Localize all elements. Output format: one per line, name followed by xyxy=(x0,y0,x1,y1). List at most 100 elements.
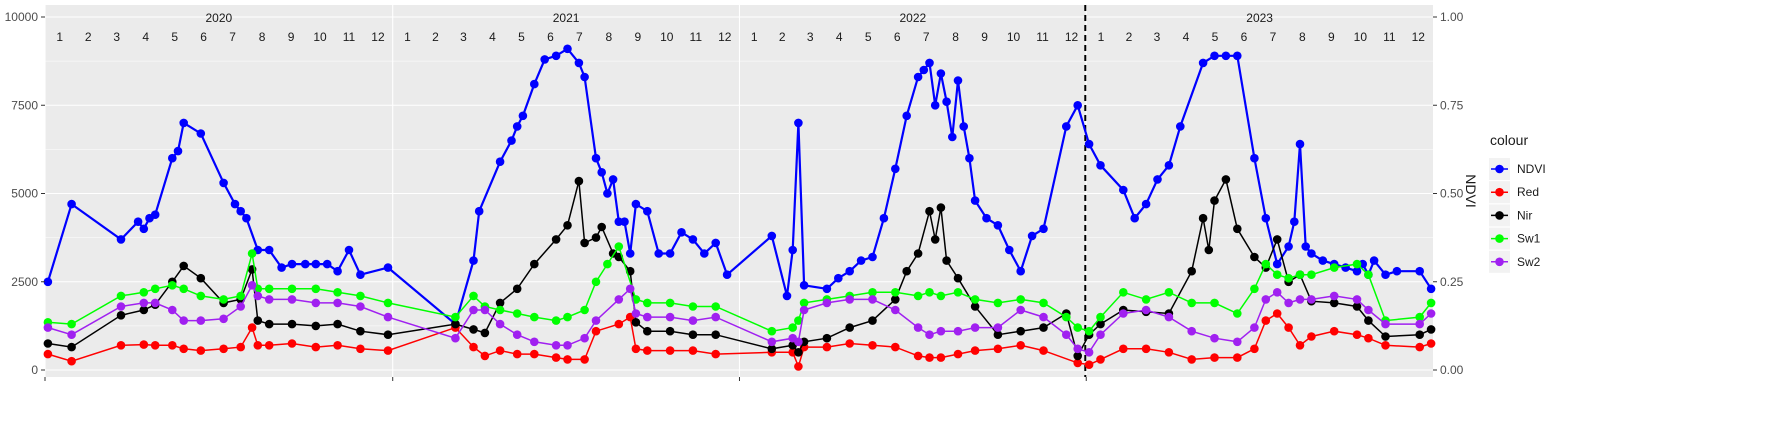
month-label: 3 xyxy=(807,30,814,44)
data-point xyxy=(150,210,160,219)
month-label: 2 xyxy=(85,30,92,44)
data-point xyxy=(1364,316,1373,325)
data-point xyxy=(1039,312,1048,322)
data-point xyxy=(1250,344,1259,354)
data-point xyxy=(1426,284,1436,294)
data-point xyxy=(1164,348,1174,357)
data-point xyxy=(1415,266,1424,276)
data-point xyxy=(1164,161,1174,170)
data-point xyxy=(311,321,321,331)
data-point xyxy=(936,326,946,336)
y-right-tick-label: 0.50 xyxy=(1440,187,1464,201)
month-label: 6 xyxy=(547,30,554,44)
data-point xyxy=(356,291,365,301)
grid-lines xyxy=(44,5,1433,377)
data-point xyxy=(168,341,177,350)
data-point xyxy=(469,305,478,315)
data-point xyxy=(551,341,561,350)
data-point xyxy=(711,312,720,322)
data-point xyxy=(1027,231,1037,241)
data-point xyxy=(264,319,274,329)
data-point xyxy=(1141,344,1151,354)
data-point xyxy=(794,118,803,128)
data-point xyxy=(879,213,889,223)
data-point xyxy=(333,341,342,350)
data-point xyxy=(845,266,854,276)
data-point xyxy=(236,302,245,311)
data-point xyxy=(1016,305,1025,315)
data-point xyxy=(1141,305,1151,315)
data-point xyxy=(891,164,900,174)
data-point xyxy=(344,245,354,255)
data-point xyxy=(822,342,832,352)
month-label: 11 xyxy=(1036,30,1049,44)
data-point xyxy=(230,199,240,209)
data-point xyxy=(913,72,923,82)
data-point xyxy=(1250,153,1259,163)
year-label: 2022 xyxy=(900,11,927,25)
legend-item: Nir xyxy=(1489,204,1532,227)
legend[interactable]: colour NDVI Red Nir Sw1 Sw2 xyxy=(1489,132,1546,273)
data-point xyxy=(788,323,797,332)
data-point xyxy=(936,353,946,362)
data-point xyxy=(688,302,698,311)
data-point xyxy=(1290,217,1299,226)
y-right-tick-label: 0.25 xyxy=(1440,275,1464,289)
data-point xyxy=(953,326,963,336)
data-point xyxy=(551,51,561,61)
data-point xyxy=(1426,309,1436,318)
data-point xyxy=(688,316,698,325)
data-point xyxy=(236,206,245,216)
data-point xyxy=(1187,355,1196,364)
data-point xyxy=(591,233,601,242)
data-point xyxy=(67,342,76,352)
data-point xyxy=(845,323,854,332)
month-label: 5 xyxy=(518,30,525,44)
data-point xyxy=(287,339,297,348)
data-point xyxy=(1272,270,1282,280)
month-label: 10 xyxy=(660,30,674,44)
data-point xyxy=(574,176,584,186)
data-point xyxy=(1352,295,1362,304)
data-point xyxy=(767,344,777,354)
data-point xyxy=(1198,58,1208,68)
data-point xyxy=(631,344,641,354)
data-point xyxy=(1119,309,1128,318)
y-left-tick-label: 5000 xyxy=(11,187,38,201)
data-point xyxy=(1415,312,1424,322)
month-label: 8 xyxy=(606,30,613,44)
data-point xyxy=(1233,224,1242,234)
data-point xyxy=(1261,213,1271,223)
data-point xyxy=(868,295,877,304)
data-point xyxy=(948,132,957,142)
month-label: 9 xyxy=(288,30,295,44)
data-point xyxy=(936,291,946,301)
data-point xyxy=(383,298,393,308)
data-point xyxy=(700,249,709,258)
data-point xyxy=(643,312,652,322)
legend-title: colour xyxy=(1490,132,1528,148)
data-point xyxy=(591,316,601,325)
data-point xyxy=(1295,270,1305,280)
data-point xyxy=(116,235,126,244)
legend-label: NDVI xyxy=(1517,162,1546,176)
data-point xyxy=(451,319,460,329)
data-point xyxy=(551,353,561,362)
data-point xyxy=(580,72,589,82)
data-point xyxy=(1141,199,1151,209)
data-point xyxy=(722,270,732,280)
data-point xyxy=(179,344,188,354)
data-point xyxy=(665,298,675,308)
data-point xyxy=(1250,252,1259,262)
data-point xyxy=(1329,298,1339,308)
data-point xyxy=(356,326,365,336)
legend-key-point xyxy=(1495,164,1504,174)
data-point xyxy=(591,326,601,336)
month-label: 7 xyxy=(229,30,236,44)
data-point xyxy=(1272,309,1282,318)
data-point xyxy=(625,249,635,258)
data-point xyxy=(219,295,228,304)
data-point xyxy=(242,213,251,223)
data-point xyxy=(597,222,606,232)
